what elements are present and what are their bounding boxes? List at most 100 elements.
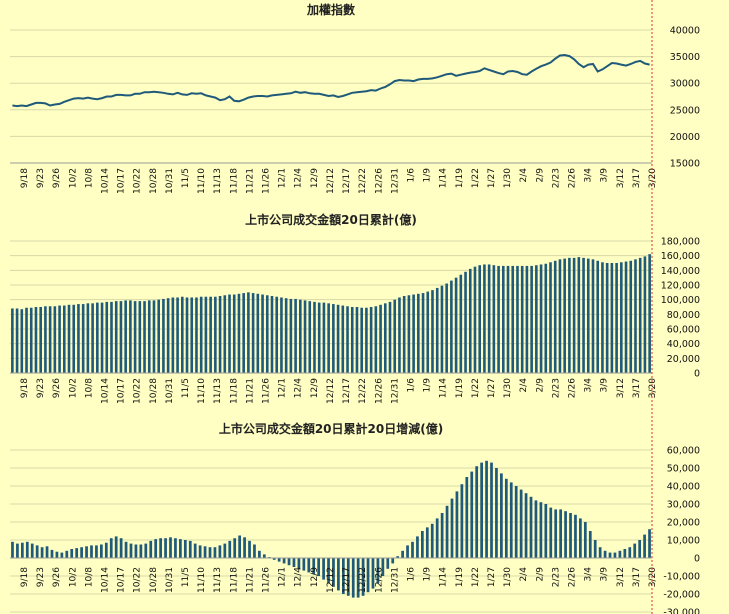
x-tick-label: 9/18	[20, 567, 30, 587]
x-tick-label: 1/19	[455, 567, 465, 587]
bar	[525, 265, 529, 373]
x-tick-label: 10/8	[84, 567, 94, 587]
bar	[398, 297, 401, 373]
bar	[277, 558, 281, 562]
bar	[193, 543, 197, 558]
x-tick-label: 1/30	[503, 567, 513, 587]
x-tick-label: 12/4	[294, 567, 304, 587]
x-tick-label: 2/26	[568, 378, 578, 398]
bar	[11, 308, 14, 373]
bar	[407, 295, 411, 373]
bar	[506, 265, 510, 373]
bar	[350, 307, 354, 373]
bar	[35, 545, 39, 558]
x-tick-label: 2/4	[519, 567, 529, 582]
bar	[213, 547, 217, 558]
bar	[396, 556, 400, 558]
x-tick-label: 3/4	[584, 567, 594, 582]
bar	[497, 265, 500, 373]
bar	[253, 544, 256, 558]
bar	[454, 277, 458, 373]
bar	[624, 261, 628, 373]
y-tick-label: 0	[694, 369, 700, 380]
x-tick-label: 2/9	[535, 567, 545, 582]
x-tick-label: 1/30	[503, 168, 513, 188]
x-tick-label: 9/26	[52, 567, 62, 587]
x-tick-label: 12/26	[374, 378, 384, 404]
x-tick-label: 3/17	[632, 168, 642, 188]
bar	[45, 546, 49, 558]
x-tick-label: 1/27	[487, 378, 497, 398]
x-tick-label: 12/22	[358, 168, 368, 194]
bar	[15, 308, 19, 373]
x-tick-label: 12/1	[278, 168, 288, 188]
bar	[275, 296, 279, 373]
bar	[139, 544, 143, 558]
y-tick-label: -10,000	[663, 572, 700, 583]
bar	[596, 260, 600, 373]
bar	[214, 296, 217, 373]
bar	[110, 301, 113, 373]
bar	[322, 302, 326, 373]
bar	[159, 538, 162, 558]
bar	[251, 293, 255, 373]
bar	[48, 306, 52, 373]
bar	[366, 558, 370, 593]
x-tick-label: 9/26	[52, 168, 62, 188]
bar	[90, 545, 93, 558]
bar	[485, 460, 488, 558]
x-tick-label: 10/14	[101, 168, 111, 194]
bar	[303, 300, 307, 373]
bar	[292, 558, 296, 567]
bar	[539, 502, 543, 558]
x-tick-label: 12/22	[358, 378, 368, 404]
x-tick-label: 3/9	[600, 168, 610, 183]
x-tick-label: 9/18	[20, 168, 30, 188]
bar	[529, 496, 533, 558]
x-tick-label: 1/14	[439, 567, 449, 587]
bar	[620, 262, 623, 373]
bar	[554, 509, 558, 558]
bar	[81, 304, 85, 373]
bar	[25, 541, 29, 558]
series-line	[12, 53, 650, 108]
bar	[317, 558, 321, 576]
bar	[500, 473, 503, 558]
x-tick-label: 2/9	[535, 378, 545, 393]
bar	[209, 296, 212, 373]
y-tick-label: 25000	[670, 105, 700, 116]
chart-3: 上市公司成交金額20日累計20日增減(億) 60,000 50,000 40,000 3…	[10, 421, 700, 614]
bar	[228, 294, 231, 373]
x-tick-label: 11/10	[197, 378, 207, 404]
bar	[20, 542, 24, 558]
bar	[258, 550, 261, 558]
bar	[280, 297, 283, 373]
bar	[50, 549, 54, 558]
bar	[157, 299, 160, 373]
bar	[174, 538, 177, 558]
x-tick-label: 1/27	[487, 567, 497, 587]
bar	[520, 265, 524, 373]
bar	[480, 462, 483, 558]
bar	[638, 540, 642, 558]
y-tick-label: 60,000	[667, 446, 700, 457]
x-tick-label: 1/14	[439, 378, 449, 398]
x-tick-label: 11/18	[229, 168, 239, 194]
chart-title: 上市公司成交金額20日累計(億)	[245, 212, 417, 227]
x-tick-label: 2/26	[568, 168, 578, 188]
bar	[312, 558, 316, 575]
bar	[60, 552, 64, 558]
bar	[633, 543, 637, 558]
bar	[294, 298, 297, 373]
bar	[440, 513, 444, 558]
bar	[473, 266, 477, 373]
bar	[86, 303, 90, 373]
bar	[55, 551, 59, 558]
x-tick-label: 3/9	[600, 567, 610, 582]
bar	[569, 513, 572, 558]
x-tick-label: 3/17	[632, 567, 642, 587]
y-tick-label: 80,000	[667, 310, 700, 321]
bar	[58, 305, 61, 373]
bar	[450, 498, 454, 558]
